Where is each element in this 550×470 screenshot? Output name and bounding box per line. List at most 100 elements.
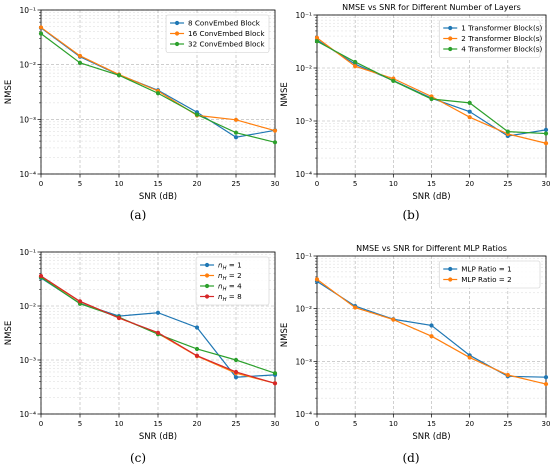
- x-tick-label: 25: [232, 180, 241, 188]
- y-tick-label: 10⁻³: [295, 117, 312, 126]
- x-tick-label: 10: [115, 420, 124, 428]
- x-tick-label: 15: [154, 180, 163, 188]
- x-tick-label: 5: [78, 420, 82, 428]
- x-axis-label: SNR (dB): [139, 432, 177, 442]
- x-tick-label: 10: [389, 180, 398, 188]
- panel-caption: (c): [130, 451, 146, 465]
- legend-swatch-marker: [205, 294, 209, 298]
- x-tick-label: 25: [503, 180, 512, 188]
- x-tick-label: 10: [115, 180, 124, 188]
- data-point: [353, 60, 357, 64]
- data-point: [117, 316, 121, 320]
- panel-caption: (b): [402, 208, 419, 222]
- y-axis-label: NMSE: [4, 80, 14, 104]
- x-axis-label: SNR (dB): [412, 432, 450, 442]
- data-point: [544, 382, 548, 386]
- data-point: [468, 101, 472, 105]
- y-tick-label: 10⁻²: [19, 61, 36, 70]
- chart-panel-3: 10⁻⁴ 10⁻³ 10⁻² 10⁻¹ 0 5 10 15 20 25 30 SNR (dB) NMSE…: [4, 248, 279, 465]
- data-point: [544, 375, 548, 379]
- data-point: [78, 61, 82, 65]
- legend-swatch-marker: [448, 267, 452, 271]
- data-point: [195, 354, 199, 358]
- data-point: [78, 54, 82, 58]
- legend-swatch-marker: [205, 263, 209, 267]
- legend-swatch-marker: [448, 36, 452, 40]
- legend-swatch-marker: [175, 21, 179, 25]
- legend-swatch-marker: [448, 26, 452, 30]
- data-point: [273, 381, 277, 385]
- x-tick-label: 5: [353, 420, 357, 428]
- data-point: [273, 140, 277, 144]
- data-point: [195, 347, 199, 351]
- data-point: [544, 128, 548, 132]
- x-tick-label: 15: [154, 420, 163, 428]
- data-point: [156, 331, 160, 335]
- data-point: [315, 39, 319, 43]
- legend: nH = 1nH = 2nH = 4nH = 8: [196, 257, 269, 305]
- legend-swatch-marker: [175, 42, 179, 46]
- data-point: [78, 299, 82, 303]
- data-point: [544, 131, 548, 135]
- x-tick-label: 25: [503, 420, 512, 428]
- panel-caption: (a): [130, 208, 147, 222]
- data-point: [315, 277, 319, 281]
- y-axis-label: NMSE: [4, 321, 14, 345]
- data-point: [506, 373, 510, 377]
- data-point: [506, 130, 510, 134]
- y-tick-label: 10⁻⁴: [295, 410, 312, 419]
- x-tick-label: 15: [427, 420, 436, 428]
- x-tick-label: 30: [271, 180, 280, 188]
- panel-caption: (d): [402, 451, 419, 465]
- y-tick-label: 10⁻³: [19, 356, 36, 365]
- data-point: [39, 32, 43, 36]
- y-tick-label: 10⁻¹: [295, 11, 312, 20]
- legend: 1 Transformer Block(s)2 Transformer Bloc…: [439, 20, 542, 58]
- data-point: [544, 141, 548, 145]
- x-tick-label: 0: [315, 420, 319, 428]
- y-tick-label: 10⁻²: [19, 302, 36, 311]
- y-tick-label: 10⁻⁴: [19, 410, 36, 419]
- chart-title: NMSE vs SNR for Different Number of Laye…: [342, 3, 521, 12]
- y-tick-label: 10⁻¹: [295, 252, 312, 261]
- x-tick-label: 20: [465, 420, 474, 428]
- data-point: [429, 334, 433, 338]
- x-axis-label: SNR (dB): [412, 192, 450, 202]
- chart-panel-4: 10⁻⁴ 10⁻³ 10⁻² 10⁻¹ 0 5 10 15 20 25 30 SNR (dB) NMSE…: [280, 244, 550, 465]
- x-tick-label: 30: [542, 420, 550, 428]
- legend-swatch-marker: [448, 47, 452, 51]
- x-tick-label: 30: [542, 180, 550, 188]
- x-tick-label: 5: [78, 180, 82, 188]
- data-point: [195, 325, 199, 329]
- legend-swatch-marker: [175, 31, 179, 35]
- x-tick-label: 20: [193, 180, 202, 188]
- data-point: [234, 370, 238, 374]
- legend-swatch-marker: [205, 284, 209, 288]
- data-point: [234, 131, 238, 135]
- legend-label: MLP Ratio = 2: [461, 275, 511, 284]
- data-point: [468, 355, 472, 359]
- legend-swatch-marker: [448, 277, 452, 281]
- chart-title: NMSE vs SNR for Different MLP Ratios: [356, 244, 507, 253]
- x-tick-label: 0: [39, 420, 43, 428]
- chart-panel-1: 10⁻⁴ 10⁻³ 10⁻² 10⁻¹ 0 5 10 15 20 25 30 SNR (dB) NMSE…: [4, 6, 279, 222]
- data-point: [468, 115, 472, 119]
- legend-swatch-marker: [205, 273, 209, 277]
- data-point: [429, 97, 433, 101]
- y-tick-label: 10⁻³: [295, 357, 312, 366]
- y-axis-label: NMSE: [280, 323, 290, 347]
- legend-label: 2 Transformer Block(s): [461, 34, 542, 43]
- x-tick-label: 25: [232, 420, 241, 428]
- y-tick-label: 10⁻¹: [19, 248, 36, 257]
- y-tick-label: 10⁻⁴: [295, 170, 312, 179]
- data-point: [195, 113, 199, 117]
- data-point: [234, 375, 238, 379]
- data-point: [39, 274, 43, 278]
- chart-panel-2: 10⁻⁴ 10⁻³ 10⁻² 10⁻¹ 0 5 10 15 20 25 30 SNR (dB) NMSE…: [280, 3, 550, 222]
- data-point: [39, 25, 43, 29]
- data-point: [468, 110, 472, 114]
- legend-label: 4 Transformer Block(s): [461, 45, 542, 54]
